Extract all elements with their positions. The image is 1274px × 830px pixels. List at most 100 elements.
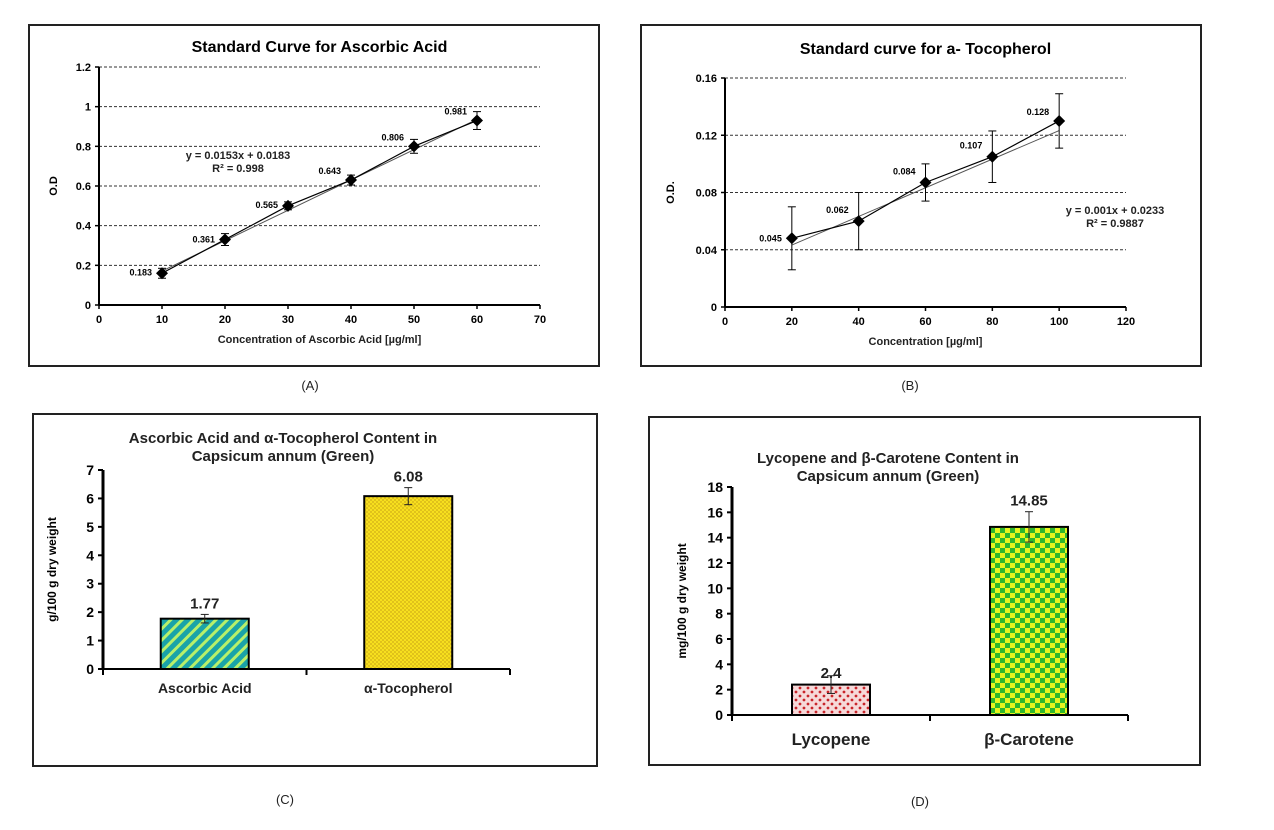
y-tick-label: 18: [707, 479, 723, 495]
data-label: 0.084: [893, 166, 916, 176]
y-tick-label: 10: [707, 580, 723, 596]
y-tick-label: 12: [707, 555, 723, 571]
data-label: 0.062: [826, 205, 849, 215]
value-label: 1.77: [190, 595, 219, 612]
y-tick-label: 4: [86, 547, 94, 563]
x-tick-label: 60: [919, 316, 931, 328]
category-label: β-Carotene: [984, 730, 1074, 749]
value-label: 6.08: [394, 469, 423, 486]
data-point: [986, 150, 999, 163]
y-tick-label: 0.04: [696, 245, 718, 257]
y-tick-label: 0.16: [696, 73, 717, 85]
chart-title-line: Ascorbic Acid and α-Tocopherol Content i…: [129, 430, 437, 447]
x-tick-label: 20: [219, 314, 231, 326]
series-line: [161, 119, 478, 274]
x-tick-label: 0: [96, 314, 102, 326]
bar: [363, 495, 454, 671]
y-tick-label: 14: [707, 530, 723, 546]
data-point: [219, 233, 231, 246]
chart-svg: Lycopene and β-Carotene Content inCapsic…: [675, 450, 1129, 749]
panel-label-a: (A): [301, 378, 319, 393]
data-point: [345, 174, 357, 187]
x-axis-label: Concentration [µg/ml]: [869, 336, 983, 348]
y-tick-label: 0: [85, 300, 91, 312]
panel-label-b: (B): [901, 378, 919, 393]
data-point: [919, 176, 932, 189]
chart-panel-d: Lycopene and β-Carotene Content in Capsic…: [648, 416, 1201, 766]
x-tick-label: 100: [1050, 316, 1068, 328]
y-axis-label: mg/100 g dry weight: [675, 543, 689, 658]
data-point: [408, 140, 420, 153]
chart-panel-b: Standard curve for a- Tocopherol 0 0.04 0.0…: [640, 24, 1202, 367]
chart-svg: Standard curve for a- Tocopherol 0 0.04 0.0…: [665, 41, 1164, 348]
chart-title-line: Lycopene and β-Carotene Content in: [757, 450, 1019, 467]
data-label: 0.981: [444, 107, 467, 117]
trendline-r2: R² = 0.9887: [1086, 218, 1144, 230]
data-label: 0.183: [129, 267, 152, 277]
y-tick-label: 0.08: [696, 188, 717, 200]
y-tick-label: 1.2: [76, 62, 91, 74]
x-axis-label: Concentration of Ascorbic Acid [µg/ml]: [218, 334, 422, 346]
y-tick-label: 0: [711, 302, 717, 314]
data-label: 0.361: [192, 235, 215, 245]
y-tick-label: 0.12: [696, 130, 717, 142]
data-label: 0.643: [318, 166, 341, 176]
y-tick-label: 16: [707, 504, 723, 520]
data-label: 0.045: [759, 233, 782, 243]
y-tick-label: 1: [86, 633, 94, 649]
bar: [159, 617, 250, 670]
chart-title-line: Capsicum annum (Green): [797, 468, 980, 485]
trendline-r2: R² = 0.998: [212, 163, 264, 175]
data-label: 0.565: [255, 200, 278, 210]
y-tick-label: 2: [715, 682, 723, 698]
chart-panel-c: Ascorbic Acid and α-Tocopherol Content i…: [32, 413, 598, 767]
y-tick-label: 0.4: [76, 221, 92, 233]
x-tick-label: 60: [471, 314, 483, 326]
y-tick-label: 1: [85, 102, 91, 114]
y-tick-label: 0.6: [76, 181, 91, 193]
x-tick-label: 0: [722, 316, 728, 328]
data-point: [156, 267, 168, 280]
data-point: [785, 232, 798, 245]
y-axis-label: g/100 g dry weight: [45, 517, 59, 622]
trendline-equation: y = 0.001x + 0.0233: [1066, 205, 1164, 217]
bar: [989, 525, 1069, 717]
y-tick-label: 0.2: [76, 260, 91, 272]
y-tick-label: 3: [86, 576, 94, 592]
data-point: [471, 114, 483, 127]
x-tick-label: 40: [853, 316, 865, 328]
y-axis-label: O.D.: [665, 181, 677, 204]
x-tick-label: 80: [986, 316, 998, 328]
chart-title: Standard curve for a- Tocopherol: [800, 41, 1051, 58]
category-label: Ascorbic Acid: [158, 680, 252, 696]
category-label: α-Tocopherol: [364, 680, 452, 696]
y-tick-label: 0: [715, 707, 723, 723]
category-label: Lycopene: [792, 730, 871, 749]
data-point: [1053, 114, 1066, 127]
x-tick-label: 50: [408, 314, 420, 326]
y-tick-label: 2: [86, 604, 94, 620]
y-tick-label: 7: [86, 462, 94, 478]
x-tick-label: 10: [156, 314, 168, 326]
x-tick-label: 70: [534, 314, 546, 326]
chart-title: Standard Curve for Ascorbic Acid: [192, 39, 448, 56]
panel-label-d: (D): [910, 794, 930, 809]
y-tick-label: 0: [86, 661, 94, 677]
y-tick-label: 6: [86, 490, 94, 506]
y-tick-label: 0.8: [76, 141, 91, 153]
x-tick-label: 40: [345, 314, 357, 326]
data-label: 0.107: [960, 141, 983, 151]
y-tick-label: 4: [715, 656, 723, 672]
value-label: 2.4: [821, 665, 843, 682]
panel-label-c: (C): [275, 792, 295, 807]
chart-svg: Standard Curve for Ascorbic Acid 0 0.2 0.4 0…: [48, 39, 546, 346]
x-tick-label: 30: [282, 314, 294, 326]
trendline-equation: y = 0.0153x + 0.0183: [186, 150, 291, 162]
chart-svg: Ascorbic Acid and α-Tocopherol Content i…: [45, 430, 511, 696]
y-tick-label: 8: [715, 606, 723, 622]
chart-title-line: Capsicum annum (Green): [192, 448, 375, 465]
y-tick-label: 6: [715, 631, 723, 647]
data-label: 0.128: [1027, 107, 1050, 117]
data-point: [282, 199, 294, 212]
value-label: 14.85: [1010, 493, 1048, 510]
